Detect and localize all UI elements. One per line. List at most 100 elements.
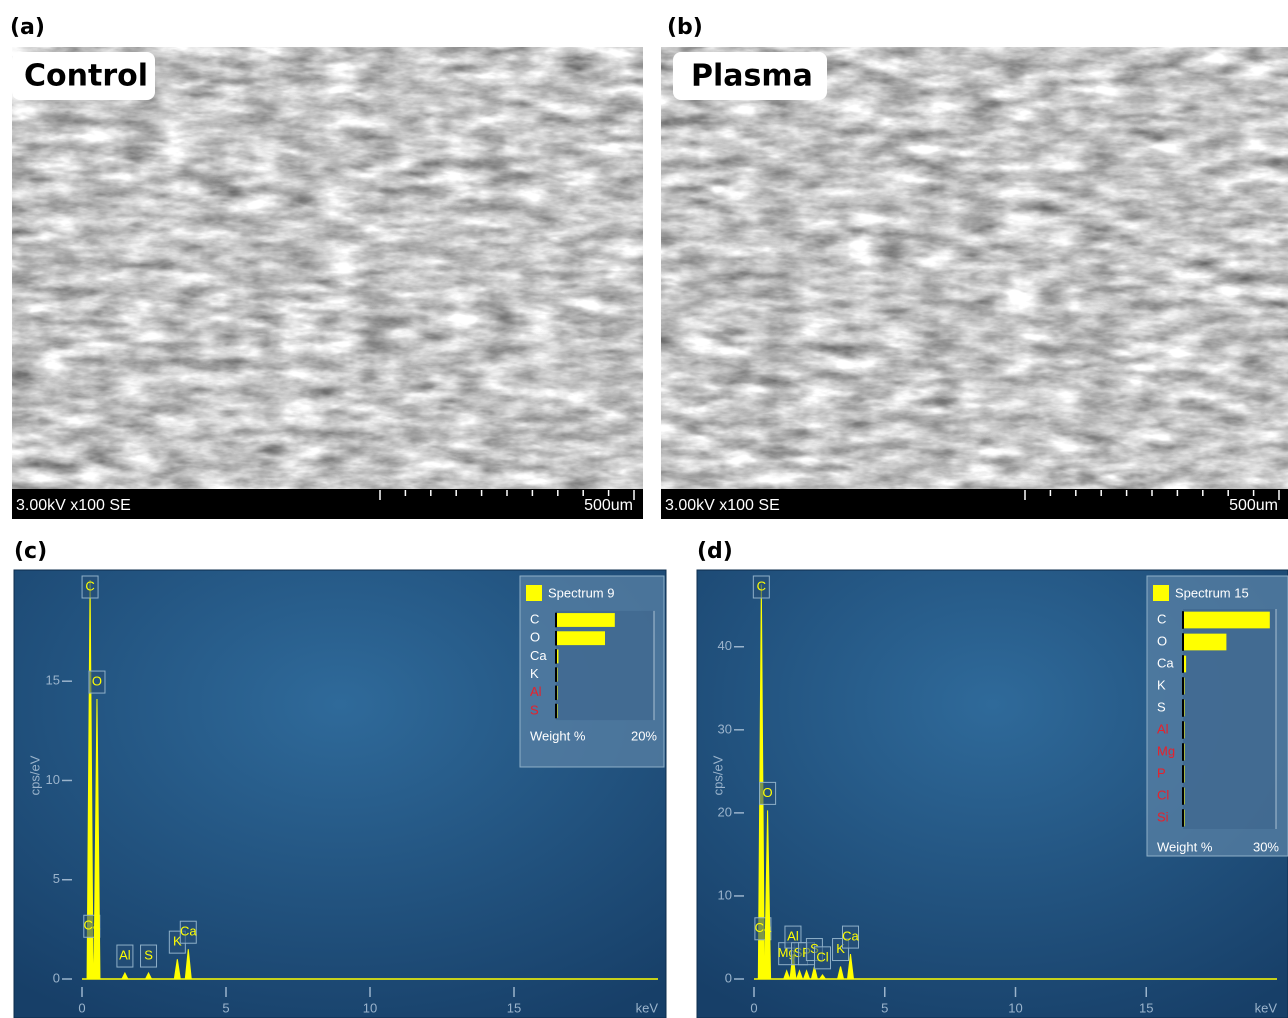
peak <box>802 969 811 980</box>
peak-label: Cl <box>816 949 828 964</box>
peak <box>795 969 804 980</box>
inset-category: K <box>530 666 539 681</box>
peak <box>184 949 192 980</box>
peak <box>782 969 791 980</box>
peak-label: O <box>92 674 102 689</box>
panel-label: (d) <box>697 539 733 564</box>
x-tick-label: 15 <box>507 1000 521 1015</box>
sem-image <box>661 47 1288 489</box>
y-tick-label: 0 <box>53 970 60 985</box>
x-tick-label: 10 <box>363 1000 377 1015</box>
y-tick-label: 5 <box>53 871 60 886</box>
inset-category: C <box>530 611 539 626</box>
peak <box>144 971 153 980</box>
peak-label: O <box>763 785 773 800</box>
panel-label: (c) <box>14 539 47 564</box>
peak-label: Ca <box>842 929 859 944</box>
inset-category: Al <box>1157 721 1169 736</box>
peak-label-box <box>88 670 106 694</box>
peak <box>846 954 855 980</box>
sem-title: Plasma <box>691 59 813 94</box>
peak-label-box <box>81 575 99 599</box>
peak-label: C <box>85 578 94 593</box>
peak <box>810 966 819 980</box>
y-axis-label: cps/eV <box>27 755 42 795</box>
inset-category: Ca <box>530 648 547 663</box>
inset-tick-label: 30% <box>1253 839 1279 854</box>
y-tick-label: 20 <box>718 804 732 819</box>
inset-category: S <box>1157 699 1166 714</box>
inset-category: S <box>530 702 539 717</box>
inset-category: Cl <box>1157 787 1169 802</box>
scale-text: 500um <box>584 497 633 514</box>
legend-swatch <box>526 585 542 601</box>
peak-label: Ca <box>180 924 197 939</box>
peak <box>764 810 772 980</box>
inset-axis-label: Weight % <box>530 729 586 744</box>
inset-bar <box>1183 633 1227 651</box>
inset-category: O <box>1157 633 1167 648</box>
footer-bar <box>661 489 1288 519</box>
peak <box>93 699 101 980</box>
title-box <box>12 52 155 100</box>
peak-label-box <box>179 920 197 944</box>
inset-title: Spectrum 9 <box>548 585 614 600</box>
peak <box>789 954 797 980</box>
peak-label: S <box>144 947 153 962</box>
x-tick-label: 5 <box>881 1000 888 1015</box>
y-tick-label: 40 <box>718 638 732 653</box>
peak-label-box <box>814 946 832 970</box>
y-tick-label: 10 <box>718 887 732 902</box>
x-tick-label: 10 <box>1008 1000 1022 1015</box>
inset-bar <box>556 649 559 664</box>
y-tick-label: 0 <box>725 970 732 985</box>
inset-axis-label: Weight % <box>1157 839 1213 854</box>
y-tick-label: 30 <box>718 721 732 736</box>
inset-bar <box>1183 655 1187 673</box>
x-tick-label: 0 <box>78 1000 85 1015</box>
inset-category: Mg <box>1157 743 1175 758</box>
footer-text: 3.00kV x100 SE <box>16 497 131 514</box>
x-tick-label: 0 <box>750 1000 757 1015</box>
inset-bar <box>556 631 605 646</box>
peak-label-box <box>140 944 158 968</box>
sem-title: Control <box>24 59 148 94</box>
peak <box>836 966 845 980</box>
footer-bar <box>12 489 643 519</box>
scale-text: 500um <box>1229 497 1278 514</box>
inset-category: P <box>1157 765 1166 780</box>
x-tick-label: 5 <box>222 1000 229 1015</box>
peak-label: Al <box>787 929 799 944</box>
inset-category: Al <box>530 684 542 699</box>
inset-category: Si <box>1157 809 1169 824</box>
peak-label: K <box>836 941 845 956</box>
y-axis-label: cps/eV <box>710 755 725 795</box>
peak-label-box <box>752 575 770 599</box>
panel-label: (a) <box>10 15 45 40</box>
inset-tick-label: 20% <box>631 729 657 744</box>
inset-bar <box>556 613 615 627</box>
peak-label-box <box>759 781 777 805</box>
inset-category: K <box>1157 677 1166 692</box>
y-tick-label: 15 <box>46 673 60 688</box>
inset-category: Ca <box>1157 655 1174 670</box>
footer-text: 3.00kV x100 SE <box>665 497 780 514</box>
peak <box>88 943 96 980</box>
peak-label: C <box>757 578 766 593</box>
inset-bar <box>1183 611 1270 629</box>
peak <box>121 971 129 980</box>
peak <box>173 959 181 980</box>
peak-label: Al <box>119 947 131 962</box>
peak <box>818 973 827 980</box>
x-axis-label: keV <box>636 1000 659 1015</box>
title-box <box>673 52 827 100</box>
peak-label: K <box>173 934 182 949</box>
panel-label: (b) <box>667 15 703 40</box>
inset-plot <box>556 610 654 721</box>
legend-swatch <box>1153 585 1169 601</box>
sem-image <box>12 47 643 489</box>
peak-label-box <box>116 944 134 968</box>
inset-title: Spectrum 15 <box>1175 585 1249 600</box>
y-tick-label: 10 <box>46 772 60 787</box>
